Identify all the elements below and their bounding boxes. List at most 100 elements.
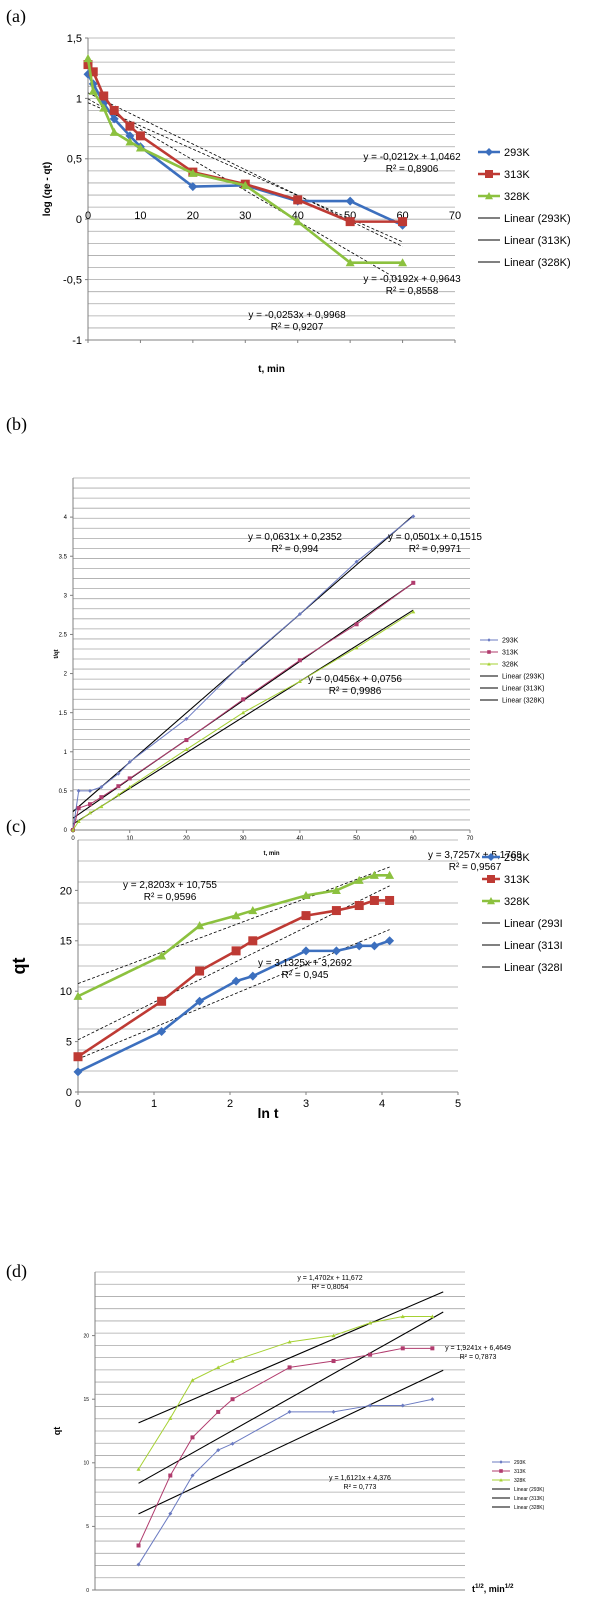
x-axis-label-unit: , min [484, 1584, 505, 1594]
data-point [125, 137, 135, 146]
data-point [99, 91, 109, 101]
data-point [398, 217, 408, 227]
data-point [116, 771, 121, 776]
series-line [72, 611, 414, 831]
legend-label: 313K [514, 1469, 526, 1475]
series-328K [83, 54, 408, 267]
legend-label: Linear (328I [504, 962, 563, 974]
r-squared-label: R² = 0,8054 [312, 1284, 349, 1291]
r-squared-label: R² = 0,8906 [386, 164, 439, 175]
y-tick-label: 1 [64, 750, 68, 756]
data-point [168, 1416, 173, 1420]
data-point [368, 1320, 373, 1325]
equation-label: y = 2,8203x + 10,755 [123, 880, 217, 891]
data-point [354, 941, 364, 951]
equation-label: y = 3,7257x + 5,1768 [428, 850, 522, 861]
x-tick-label: 0 [71, 836, 75, 842]
data-point [88, 67, 98, 77]
data-point [400, 1403, 405, 1408]
series-line [138, 1347, 433, 1546]
legend-label: Linear (293K) [502, 673, 544, 680]
data-point [99, 795, 104, 800]
series-line [72, 582, 414, 831]
data-point [297, 612, 302, 617]
legend-marker [499, 1469, 503, 1473]
series-line [86, 58, 403, 264]
y-tick-label: 2.5 [59, 633, 68, 639]
r-squared-label: R² = 0,773 [344, 1484, 377, 1491]
y-tick-label: 15 [83, 1397, 89, 1403]
y-tick-label: -1 [72, 335, 82, 347]
series-328K [136, 1314, 435, 1471]
gridlines [78, 839, 458, 1093]
data-point [369, 895, 379, 905]
equation-label: y = 0,0456x + 0,0756 [308, 674, 402, 685]
data-point [195, 966, 205, 976]
data-point [354, 559, 359, 564]
data-point [248, 971, 258, 981]
trendline-3 [138, 1291, 444, 1424]
data-point [430, 1314, 435, 1319]
data-point [184, 747, 189, 752]
x-tick-label: 0 [85, 210, 91, 222]
series-293K [136, 1397, 435, 1567]
data-point [368, 1352, 373, 1357]
x-tick-label: 30 [240, 836, 247, 842]
data-point [293, 195, 303, 205]
legend: 293K 313K 328K Linear (293I Linear (313I Line… [482, 852, 563, 974]
y-tick-label: 1.5 [59, 711, 68, 717]
x-tick-label: 60 [410, 836, 417, 842]
x-tick-label: 5 [455, 1098, 461, 1110]
x-tick-label: 10 [126, 836, 133, 842]
data-point [88, 788, 93, 793]
legend-label: 313K [504, 169, 530, 181]
data-point [136, 1562, 141, 1567]
data-point [398, 258, 408, 267]
data-point [127, 776, 132, 781]
x-tick-label: 40 [297, 836, 304, 842]
trendline-2 [138, 1311, 444, 1484]
data-point [125, 121, 135, 131]
data-point [400, 1346, 405, 1351]
x-tick-label: 20 [183, 836, 190, 842]
y-tick-label: 20 [83, 1333, 89, 1339]
series-line [86, 73, 404, 227]
legend-label: Linear (328K) [502, 697, 544, 704]
series-328K [71, 609, 416, 832]
series-293K [83, 69, 408, 230]
data-point [157, 951, 167, 960]
legend-marker [499, 1478, 503, 1482]
panel-label: (d) [6, 1261, 27, 1282]
y-tick-label: 5 [86, 1524, 89, 1530]
y-tick-label: 15 [60, 936, 72, 948]
data-point [301, 946, 311, 956]
legend-label: 328K [502, 661, 519, 668]
data-point [411, 514, 416, 519]
x-tick-label: 70 [467, 836, 474, 842]
y-axis-label: qt [9, 958, 29, 975]
legend-label: Linear (293I [504, 918, 563, 930]
data-point [184, 738, 189, 743]
data-point [354, 622, 359, 627]
x-tick-label: 50 [353, 836, 360, 842]
legend-label: Linear (313I [504, 940, 563, 952]
data-point [136, 1467, 141, 1471]
equation-label: y = -0,0212x + 1,0462 [363, 152, 461, 163]
legend-label: Linear (328K) [514, 1505, 545, 1511]
series-line [138, 1316, 433, 1470]
y-tick-label: 4 [64, 515, 68, 521]
equation-annotations: y = 1,4702x + 11,672 R² = 0,8054 y = 1,924… [297, 1275, 511, 1491]
panel-label: (c) [6, 816, 26, 837]
data-point [345, 217, 355, 227]
y-tick-label: 0 [66, 1087, 72, 1099]
data-point [345, 196, 355, 206]
data-point [71, 828, 75, 832]
data-point [301, 890, 311, 900]
data-point [430, 1397, 435, 1402]
r-squared-label: R² = 0,945 [282, 970, 329, 981]
y-axis-label: qt [52, 1427, 62, 1436]
data-point [73, 1067, 83, 1077]
